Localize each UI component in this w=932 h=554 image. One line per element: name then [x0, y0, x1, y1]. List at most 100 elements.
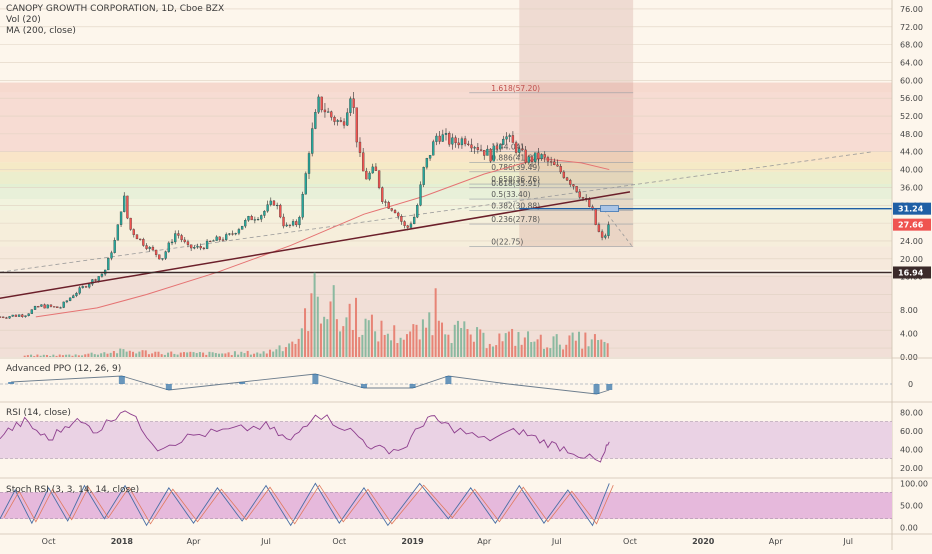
candle-body [263, 210, 266, 216]
rising-trendline [0, 191, 631, 300]
volume-bar [386, 333, 389, 357]
volume-bar [517, 332, 520, 357]
volume-bar [485, 348, 488, 357]
fib-zone-band [0, 92, 892, 152]
candle-body [228, 233, 231, 235]
volume-bar [202, 352, 205, 357]
time-tick-label: Oct [332, 537, 346, 546]
candle-body [346, 112, 349, 126]
volume-bar [428, 312, 431, 357]
candle-body [390, 208, 393, 211]
candle-body [84, 286, 88, 288]
volume-bar [479, 329, 482, 357]
candle-body [432, 141, 435, 156]
candle-body [597, 224, 601, 232]
candle-body [381, 187, 384, 202]
volume-bar [49, 355, 52, 357]
candle-body [167, 242, 170, 252]
volume-bar [170, 351, 173, 357]
candle-body [511, 135, 515, 143]
candle-body [374, 166, 378, 171]
candle-body [553, 161, 556, 166]
candle-body [486, 148, 489, 156]
volume-bar [291, 341, 294, 357]
price-label-text: 16.94 [898, 268, 924, 277]
time-tick-label: Jul [260, 537, 271, 546]
volume-bar [160, 354, 163, 357]
candle-body [285, 224, 288, 227]
price-level-marker [600, 205, 619, 212]
volume-bar [358, 337, 361, 357]
volume-bar [405, 334, 408, 357]
candle-body [68, 297, 72, 301]
volume-bar [530, 342, 533, 357]
volume-bar [546, 347, 549, 357]
ppo-histogram-bar [118, 376, 125, 384]
candle-body [123, 195, 126, 212]
volume-bar [240, 351, 243, 357]
candle-body [502, 138, 505, 145]
candle-body [2, 316, 5, 318]
volume-bar [565, 344, 568, 357]
volume-bar [329, 301, 332, 357]
candle-body [339, 120, 343, 122]
candle-body [119, 211, 123, 225]
candle-body [5, 317, 8, 319]
candle-body [492, 145, 495, 162]
stoch-d-line [3, 484, 614, 525]
volume-bar [26, 355, 29, 357]
candle-body [260, 215, 263, 220]
candle-body [161, 258, 164, 260]
stoch-k-line [0, 482, 610, 527]
candle-body [403, 221, 406, 226]
candle-body [301, 193, 304, 218]
volume-bar [402, 339, 405, 357]
ppo-histogram-bar [239, 382, 246, 384]
ma-legend: MA (200, close) [6, 26, 76, 36]
stoch-band [0, 492, 892, 519]
candle-body [457, 142, 460, 146]
price-tick-label: 44.00 [900, 148, 923, 157]
volume-bar [100, 353, 103, 357]
candle-body [451, 137, 454, 145]
price-tick-label: 76.00 [900, 5, 923, 14]
candle-body [53, 306, 56, 308]
candle-body [269, 200, 272, 205]
candle-body [537, 152, 540, 160]
candle-body [107, 258, 110, 271]
volume-bar [466, 329, 469, 357]
candle-body [288, 224, 292, 226]
volume-bar [198, 352, 201, 357]
volume-bar [542, 348, 545, 357]
volume-bar [549, 348, 552, 357]
volume-bar [339, 331, 342, 357]
candle-body [518, 148, 521, 153]
candle-body [473, 147, 476, 149]
volume-bar [151, 353, 154, 357]
candle-body [594, 209, 597, 225]
volume-bar [132, 351, 135, 357]
volume-bar [262, 351, 265, 357]
volume-bar [463, 321, 466, 357]
candle-body [425, 158, 429, 168]
candle-body [11, 314, 14, 317]
time-tick-label: 2018 [111, 537, 134, 546]
volume-bar [421, 319, 424, 357]
volume-bar [437, 320, 440, 357]
candle-body [209, 240, 212, 242]
volume-bar [224, 353, 227, 357]
volume-bar [33, 356, 36, 357]
volume-bar [568, 335, 571, 357]
candle-body [514, 142, 518, 153]
candle-body [17, 314, 21, 317]
volume-bar [469, 334, 472, 357]
price-tick-label: 48.00 [900, 130, 923, 139]
volume-bar [96, 354, 99, 357]
ppo-histogram-bar [593, 384, 600, 394]
candle-body [336, 120, 339, 122]
volume-bar [39, 355, 42, 357]
volume-bar [593, 334, 596, 357]
candle-body [183, 239, 186, 242]
candle-body [311, 128, 314, 154]
